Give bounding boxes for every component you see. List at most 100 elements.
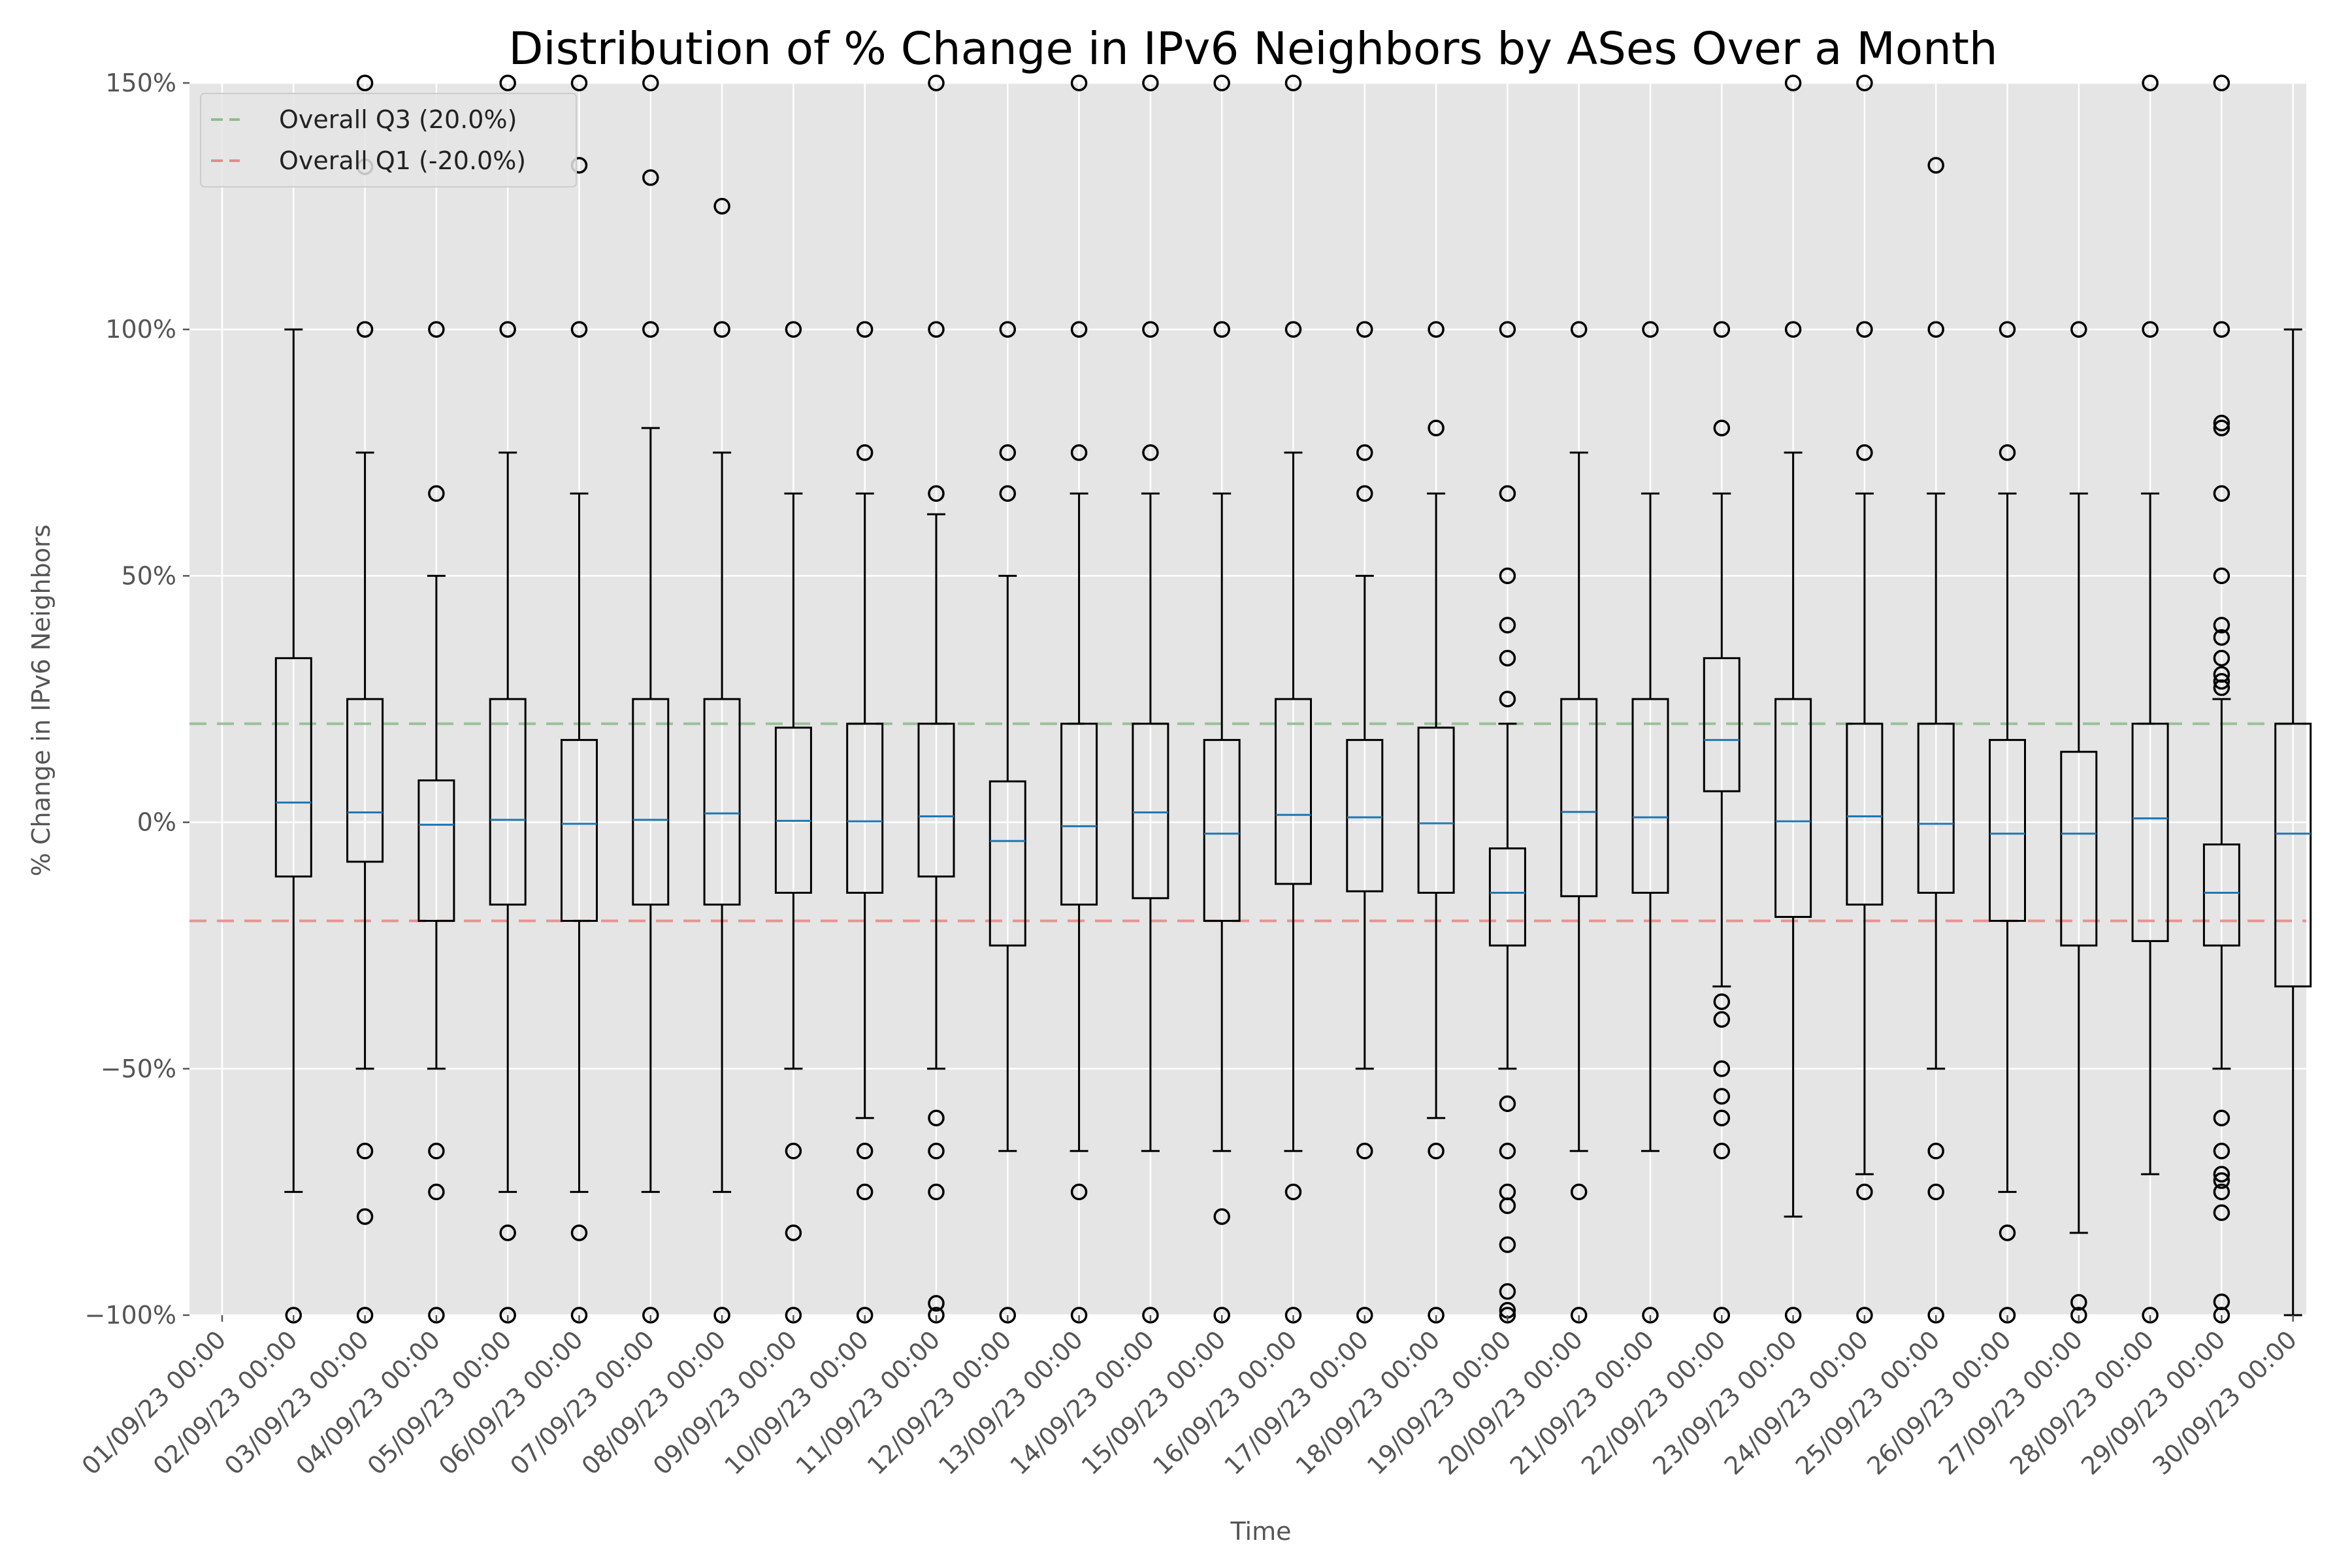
outlier-point (428, 1183, 445, 1201)
plot-background (189, 83, 2306, 1315)
iqr-box (1917, 723, 1955, 894)
iqr-box (1703, 657, 1740, 792)
outlier-point (856, 321, 874, 338)
outlier-point (1499, 1183, 1516, 1201)
outlier-point (1713, 1011, 1731, 1028)
outlier-point (928, 321, 945, 338)
outlier-point (356, 321, 374, 338)
outlier-point (785, 1307, 802, 1324)
outlier-point (785, 321, 802, 338)
outlier-point (642, 1307, 659, 1324)
outlier-point (1499, 1095, 1516, 1113)
outlier-point (1713, 1088, 1731, 1105)
box-plot (489, 74, 527, 1324)
outlier-point (2213, 1183, 2230, 1201)
box-plot (1917, 157, 1955, 1324)
iqr-box (1417, 727, 1455, 894)
box-plot (1203, 74, 1241, 1324)
outlier-point (1927, 1143, 1944, 1160)
iqr-box (846, 723, 884, 894)
box-plot (703, 197, 741, 1324)
outlier-point (1642, 321, 1659, 338)
outlier-point (2213, 1204, 2230, 1221)
box-plot (561, 74, 598, 1324)
outlier-point (1070, 74, 1088, 91)
iqr-box (2060, 751, 2098, 947)
outlier-point (999, 1307, 1017, 1324)
outlier-point (1213, 74, 1230, 91)
outlier-point (1428, 321, 1445, 338)
outlier-point (1499, 617, 1516, 634)
outlier-point (856, 1143, 874, 1160)
box-plot (988, 321, 1026, 1324)
y-tick-label: 150% (105, 69, 176, 97)
outlier-point (428, 485, 445, 502)
box-plot (274, 328, 312, 1324)
iqr-box (1203, 739, 1241, 922)
iqr-box (1631, 698, 1669, 894)
iqr-box (2274, 723, 2312, 988)
outlier-point (642, 321, 659, 338)
iqr-box (1560, 698, 1598, 898)
outlier-point (1713, 1109, 1731, 1126)
outlier-point (1142, 321, 1159, 338)
y-tick-label: −100% (85, 1301, 176, 1330)
box-plot (1989, 321, 2026, 1324)
outlier-point (2213, 1172, 2230, 1189)
outlier-point (1999, 1307, 2016, 1324)
outlier-point (2213, 1109, 2230, 1126)
iqr-box (346, 698, 384, 863)
outlier-point (999, 485, 1017, 502)
outlier-point (428, 1307, 445, 1324)
outlier-point (999, 321, 1017, 338)
outlier-point (928, 1109, 945, 1126)
outlier-point (1784, 74, 1802, 91)
legend-label-q3: Overall Q3 (20.0%) (279, 105, 517, 134)
outlier-point (2070, 1307, 2087, 1324)
iqr-box (988, 780, 1026, 947)
iqr-box (2202, 843, 2240, 947)
box-plot (1560, 321, 1598, 1324)
outlier-point (1284, 74, 1302, 91)
outlier-point (1142, 74, 1159, 91)
outlier-point (999, 444, 1017, 461)
outlier-point (1784, 321, 1802, 338)
outlier-point (1999, 1224, 2016, 1241)
outlier-point (1142, 444, 1159, 461)
outlier-point (928, 1307, 945, 1324)
legend-box (200, 93, 577, 188)
outlier-point (1927, 1307, 1944, 1324)
outlier-point (928, 74, 945, 91)
iqr-box (2131, 723, 2169, 942)
outlier-point (1927, 157, 1944, 174)
box-plot (846, 321, 884, 1324)
outlier-point (570, 1307, 588, 1324)
outlier-point (570, 321, 588, 338)
iqr-box (703, 698, 741, 906)
outlier-point (2213, 629, 2230, 646)
outlier-point (928, 485, 945, 502)
outlier-point (856, 1307, 874, 1324)
outlier-point (356, 1143, 374, 1160)
box-plot (1631, 321, 1669, 1324)
outlier-point (1499, 1143, 1516, 1160)
outlier-point (1499, 321, 1516, 338)
y-axis-label: % Change in IPv6 Neighbors (27, 525, 56, 877)
box-plot (1417, 321, 1455, 1324)
outlier-point (1642, 1307, 1659, 1324)
outlier-point (2142, 321, 2159, 338)
outlier-point (1999, 444, 2016, 461)
outlier-point (1784, 1307, 1802, 1324)
outlier-point (356, 74, 374, 91)
box-plot (1060, 74, 1098, 1324)
outlier-point (1356, 321, 1373, 338)
outlier-point (2213, 419, 2230, 436)
box-plot (774, 321, 812, 1324)
outlier-point (1499, 649, 1516, 667)
outlier-point (1284, 1307, 1302, 1324)
outlier-point (1499, 567, 1516, 585)
outlier-point (499, 1224, 516, 1241)
outlier-point (2070, 1294, 2087, 1311)
box-plot (1488, 321, 1526, 1324)
